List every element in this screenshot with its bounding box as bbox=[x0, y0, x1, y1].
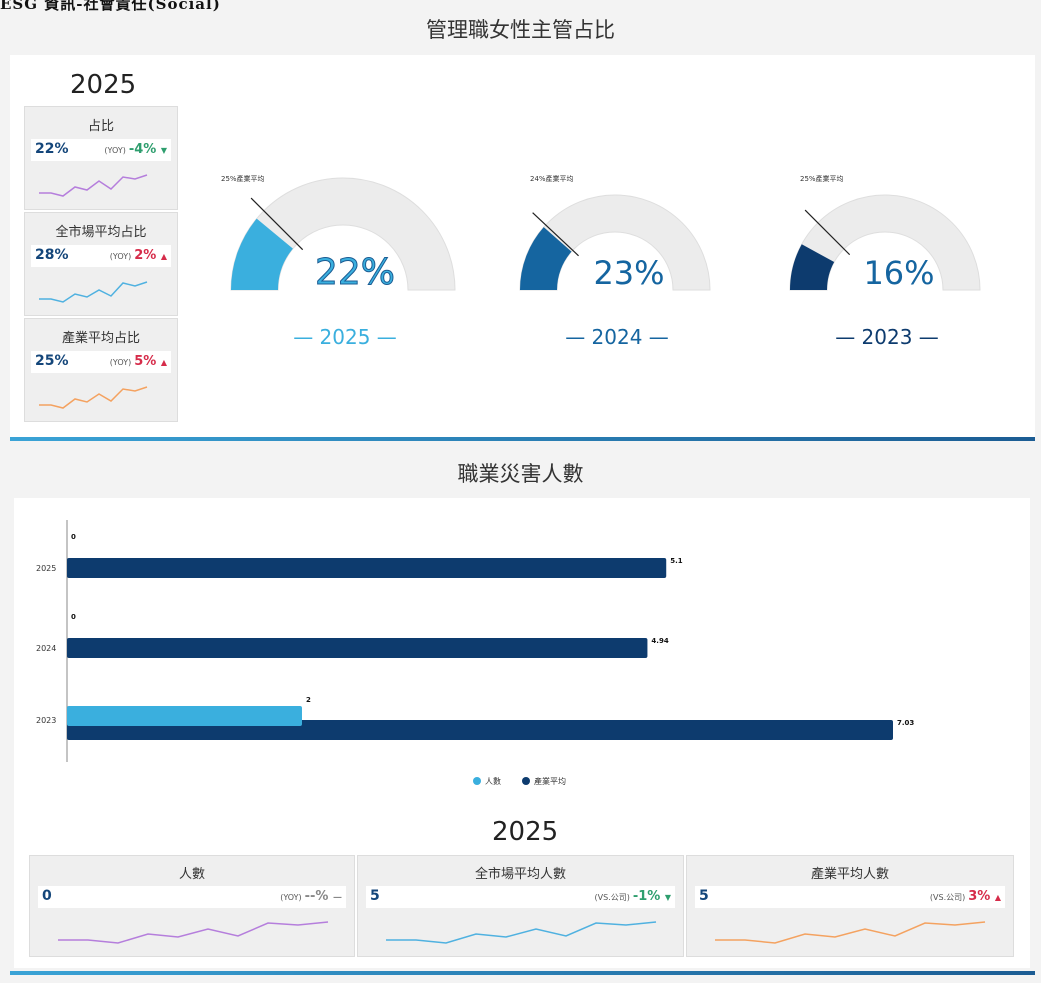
gauge-fill bbox=[520, 227, 572, 290]
sparkline bbox=[58, 921, 329, 944]
arrow-up-icon: ▲ bbox=[160, 358, 167, 367]
gauge-average-label: 25%產業平均 bbox=[221, 174, 265, 183]
arrow-up-icon: ▲ bbox=[160, 252, 167, 261]
gauge-average-label: 24%產業平均 bbox=[530, 174, 574, 183]
gauge-year-label: — 2023 — bbox=[835, 325, 939, 349]
bar-value-label: 5.1 bbox=[670, 557, 683, 565]
y-tick-label: 2025 bbox=[36, 564, 56, 573]
gauge-year-label: — 2024 — bbox=[565, 325, 669, 349]
kpi-value: 28% bbox=[35, 247, 69, 263]
kpi-label: 占比 bbox=[87, 119, 114, 134]
kpi-yoy: (VS.公司) -1% ▼ bbox=[594, 889, 672, 904]
page-title: ESG 資訊-社會責任(Social) bbox=[0, 0, 221, 13]
kpi-label: 產業平均人數 bbox=[810, 867, 889, 882]
bar-industry-average bbox=[67, 558, 667, 578]
kpi-industry-avg-injuries: 產業平均人數 5 (VS.公司) 3% ▲ bbox=[686, 855, 1014, 957]
bar-value-label: 4.94 bbox=[651, 637, 668, 645]
kpi-year: 2025 bbox=[492, 817, 559, 847]
gauge-average-marker bbox=[804, 209, 851, 256]
kpi-ratio: 占比 22% (YOY) -4% ▼ bbox=[24, 106, 178, 210]
legend-label: 產業平均 bbox=[534, 776, 566, 786]
kpi-label: 人數 bbox=[178, 867, 205, 882]
section-divider bbox=[10, 437, 1035, 441]
bar-value-label: 0 bbox=[71, 613, 76, 621]
arrow-down-icon: ▼ bbox=[664, 893, 671, 902]
gauge-average-marker bbox=[532, 212, 579, 257]
bar-value-label: 7.03 bbox=[897, 719, 914, 727]
legend-marker bbox=[522, 777, 530, 785]
kpi-yoy: (YOY) 5% ▲ bbox=[109, 354, 167, 369]
kpi-value: 22% bbox=[35, 141, 69, 157]
kpi-market-avg-injuries: 全市場平均人數 5 (VS.公司) -1% ▼ bbox=[357, 855, 684, 957]
gauge-value-label: 22% bbox=[315, 252, 395, 293]
y-tick-label: 2024 bbox=[36, 644, 56, 653]
gauge-track bbox=[519, 194, 711, 291]
section-title-injuries: 職業災害人數 bbox=[457, 462, 584, 486]
gauge-value-label: 16% bbox=[863, 254, 934, 292]
gauge-fill bbox=[790, 244, 835, 290]
kpi-industry-avg-ratio: 產業平均占比 25% (YOY) 5% ▲ bbox=[24, 318, 178, 422]
gauge-average-marker bbox=[250, 197, 304, 251]
bar-headcount bbox=[67, 706, 302, 726]
bar-value-label: 2 bbox=[306, 696, 311, 704]
legend-marker bbox=[473, 777, 481, 785]
gauge-track bbox=[230, 177, 456, 291]
kpi-label: 產業平均占比 bbox=[61, 331, 140, 346]
bar-industry-average bbox=[67, 638, 648, 658]
arrow-down-icon: ▼ bbox=[160, 146, 167, 155]
sparkline bbox=[39, 386, 148, 409]
kpi-label: 全市場平均人數 bbox=[474, 867, 566, 882]
sparkline bbox=[715, 921, 986, 944]
kpi-yoy: (YOY) --% — bbox=[280, 889, 342, 904]
section-title-female-managers: 管理職女性主管占比 bbox=[426, 18, 615, 42]
gauge-track bbox=[789, 194, 981, 291]
gauge-charts: 25%產業平均 22% — 2025 — 24%產業平均 23% — 2024 — 25%產… bbox=[221, 174, 981, 349]
kpi-value: 25% bbox=[35, 353, 69, 369]
kpi-value: 5 bbox=[699, 888, 709, 904]
injuries-bar-chart: 2025 5.1 0 2024 4.94 0 2023 7.03 2 人數 產業平均 bbox=[36, 520, 914, 786]
arrow-up-icon: ▲ bbox=[994, 893, 1001, 902]
bar-value-label: 0 bbox=[71, 533, 76, 541]
gauge-average-label: 25%產業平均 bbox=[800, 174, 844, 183]
kpi-yoy: (YOY) 2% ▲ bbox=[109, 248, 167, 263]
sparkline bbox=[386, 921, 657, 944]
kpi-label: 全市場平均占比 bbox=[55, 225, 147, 240]
kpi-injuries: 人數 0 (YOY) --% — bbox=[29, 855, 355, 957]
kpi-value: 5 bbox=[370, 888, 380, 904]
gauge-year-label: — 2025 — bbox=[293, 325, 397, 349]
dash-icon: — bbox=[333, 893, 342, 903]
kpi-market-avg-ratio: 全市場平均占比 28% (YOY) 2% ▲ bbox=[24, 212, 178, 316]
kpi-value: 0 bbox=[42, 888, 52, 904]
kpi-yoy: (YOY) -4% ▼ bbox=[104, 142, 167, 157]
kpi-yoy: (VS.公司) 3% ▲ bbox=[929, 889, 1001, 904]
legend-label: 人數 bbox=[485, 776, 501, 786]
kpi-year: 2025 bbox=[70, 70, 137, 100]
female-managers-card bbox=[10, 55, 1035, 437]
sparkline bbox=[39, 281, 148, 303]
sparkline bbox=[39, 174, 148, 197]
y-tick-label: 2023 bbox=[36, 716, 56, 725]
section-divider bbox=[10, 971, 1035, 975]
gauge-value-label: 23% bbox=[593, 254, 664, 292]
gauge-fill bbox=[231, 218, 293, 290]
kpi-stack: 占比 22% (YOY) -4% ▼ 全市場平均占比 28% (YOY) 2% ▲ … bbox=[24, 106, 178, 424]
